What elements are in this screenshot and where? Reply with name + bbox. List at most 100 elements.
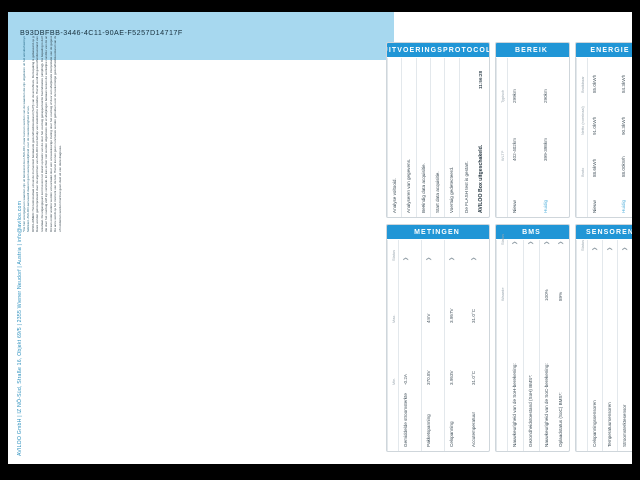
column-header-strip: Waarde Status [496,234,507,451]
metingen-row-value: -0.2A [403,374,408,385]
energie-row-value: 84.3kWh [621,74,626,93]
panel-uitvoeringsprotocol: UITVOERINGSPROTOCOL AVILOO Box uitgescha… [386,42,490,218]
panel-title-sensoren: SENSOREN [576,225,632,239]
panel-bereik: BEREIK Huidig 399-398km 290km Nieuw 402-402k… [495,42,570,218]
panel-title-uitvoeringsprotocol: UITVOERINGSPROTOCOL [387,43,489,57]
bms-row-label: Nauwkeurigheid van de SoH-berekening: [512,363,517,447]
metingen-row: Accutemperatuur 31.0°C 31.0°C ❯ [467,240,489,451]
report-page: B93DBFBB-3446-4C11-90AE-F5257D14717F *De… [8,12,632,464]
energie-row-label: Nieuw [592,200,597,213]
column-header-strip: Bruto Netto (nominaal) Bruikbaar [576,58,587,217]
energie-row-value: 88.6kWh [592,158,597,177]
energie-row-label: Huidig [621,199,626,213]
bms-row: Gezondheidstoestand (SoH) BMS*: ❯ [522,240,539,451]
metingen-row: Gemiddelde stroomsterkte -0.2A ❯ [398,240,421,451]
chevron-right-icon[interactable]: ❯ [527,240,534,245]
chevron-right-icon[interactable]: ❯ [512,240,518,245]
bms-row-label: Nauwkeurigheid van de SoC-berekening: [543,363,549,447]
header-band [8,12,394,60]
metingen-row: Celspanning 3.953V 3.957V ❯ [444,240,467,451]
metingen-row-label: Gemiddelde stroomsterkte [403,393,408,447]
chevron-right-icon[interactable]: ❯ [558,240,565,245]
chevron-right-icon[interactable]: ❯ [471,256,477,261]
protocol-step-label: Start data acquisitie. [435,171,441,213]
protocol-step: Start data acquisitie. [430,58,444,217]
bms-row: Nauwkeurigheid van de SoC-berekening: 100… [538,240,555,451]
protocol-step-label: De FLASH test is gestart. [463,161,469,213]
chevron-right-icon[interactable]: ❯ [592,246,598,251]
energie-row: Nieuw 88.6kWh 91.0kWh 85.0kWh [587,58,617,217]
energie-row-value: 88.00kWh [621,156,626,177]
column-header-strip: Status [576,240,587,451]
protocol-step-label: Beëindig data acquisitie. [420,163,426,213]
bms-row: Oplaadstatus (SoC) BMS*: 89% ❯ [554,240,569,451]
protocol-brand-label: AVILOO Box uitgeschakeld. [478,144,484,213]
metingen-row-label: Pakketspanning [426,414,431,447]
bereik-row-value: 399-398km [542,138,548,161]
protocol-step-label: Analyse voltooid. [392,178,398,213]
footer-contact: AVILOO GmbH | IZ NÖ-Süd, Straße 16, Obje… [17,200,23,456]
disclaimer-line: De accu wordt op het moment van de test.… [53,36,58,232]
sensoren-row: Temperatuursensoren ❯ [602,240,617,451]
column-header: Typisch [500,89,505,103]
sensoren-row-label: Celspanningssensoren [592,400,597,447]
protocol-step: De FLASH test is gestart. [458,58,473,217]
bms-rows: Oplaadstatus (SoC) BMS*: 89% ❯ Nauwkeurighe… [496,234,569,451]
protocol-step: Voertuig gedetecteerd. [444,58,458,217]
sensoren-row-label: Stroomsterktesensor [622,404,627,447]
protocol-step-label: Analyseren van gegevens. [406,158,412,213]
sensoren-row: Stroomsterktesensor ❯ [617,240,632,451]
panel-title-metingen: METINGEN [387,225,489,239]
energie-rows: Huidig 88.00kWh 90.3kWh 84.3kWh Nieuw 88.6kWh… [576,58,632,217]
chevron-right-icon[interactable]: ❯ [607,246,613,251]
panel-metingen: METINGEN Accutemperatuur 31.0°C 31.0°C ❯ Cel… [386,224,490,452]
bereik-row-label: Huidig [542,199,548,213]
column-header: Bruikbaar [580,76,585,93]
bms-row-label: Oplaadstatus (SoC) BMS*: [558,392,564,447]
panel-bms: BMS Oplaadstatus (SoC) BMS*: 89% ❯ Nauwkeur… [495,224,570,452]
protocol-timestamp: 11:56:28 [478,70,483,89]
panel-sensoren: SENSOREN Spanningssensor❯Stroomsterktese… [575,224,632,452]
metingen-row-value: 4mV [426,313,431,323]
protocol-step-label: Voertuig gedetecteerd. [449,166,455,213]
chevron-right-icon[interactable]: ❯ [449,256,455,261]
column-header: Status [500,233,505,245]
panel-energie: ENERGIE Huidig 88.00kWh 90.3kWh 84.3kWh Nieu… [575,42,632,218]
bereik-row-value: 299km [512,89,517,103]
bereik-row: Huidig 399-398km 290km [539,58,570,217]
metingen-row-value: 31.0°C [471,370,476,385]
bereik-row: Nieuw 402-402km 299km [507,58,539,217]
energie-row-value: 91.0kWh [592,116,597,135]
bms-row-label: Gezondheidstoestand (SoH) BMS*: [527,374,533,447]
chevron-right-icon[interactable]: ❯ [543,240,550,245]
panel-title-bereik: BEREIK [496,43,569,57]
disclaimer-line: of incidenten worden hiermee geen deel u… [57,145,62,232]
protocol-step: Beëindig data acquisitie. [415,58,430,217]
bms-row-value: 89% [558,291,564,301]
column-header: Max. [391,314,396,323]
column-header: Min. [391,377,396,385]
metingen-row-value: 370.8V [426,370,431,385]
chevron-right-icon[interactable]: ❯ [622,246,628,251]
protocol-rows: AVILOO Box uitgeschakeld. 11:56:28 De FLAS… [387,58,489,217]
bereik-rows: Huidig 399-398km 290km Nieuw 402-402km 299km W… [496,58,569,217]
bereik-row-value: 290km [542,89,548,103]
column-header: Netto (nominaal) [580,106,585,135]
bereik-row-label: Nieuw [512,200,517,213]
metingen-row-value: 3.953V [449,370,454,385]
chevron-right-icon[interactable]: ❯ [426,256,432,261]
metingen-row-label: Accutemperatuur [471,412,476,447]
protocol-step: Analyseren van gegevens. [401,58,415,217]
column-header: Waarde [500,287,505,301]
chevron-right-icon[interactable]: ❯ [403,256,409,261]
column-header: Status [391,249,396,261]
metingen-row-value: 31.0°C [471,308,476,323]
column-header: Status [580,239,585,251]
energie-row-value: 85.0kWh [592,74,597,93]
column-header-strip: Min. Max. Status [387,240,398,451]
bms-row: Nauwkeurigheid van de SoH-berekening: ❯ [507,240,523,451]
disclaimer-block: *De hier weergegeven waarden zijn uit be… [22,36,62,232]
protocol-brand-strip: AVILOO Box uitgeschakeld. 11:56:28 [473,58,489,217]
panel-title-energie: ENERGIE [576,43,632,57]
